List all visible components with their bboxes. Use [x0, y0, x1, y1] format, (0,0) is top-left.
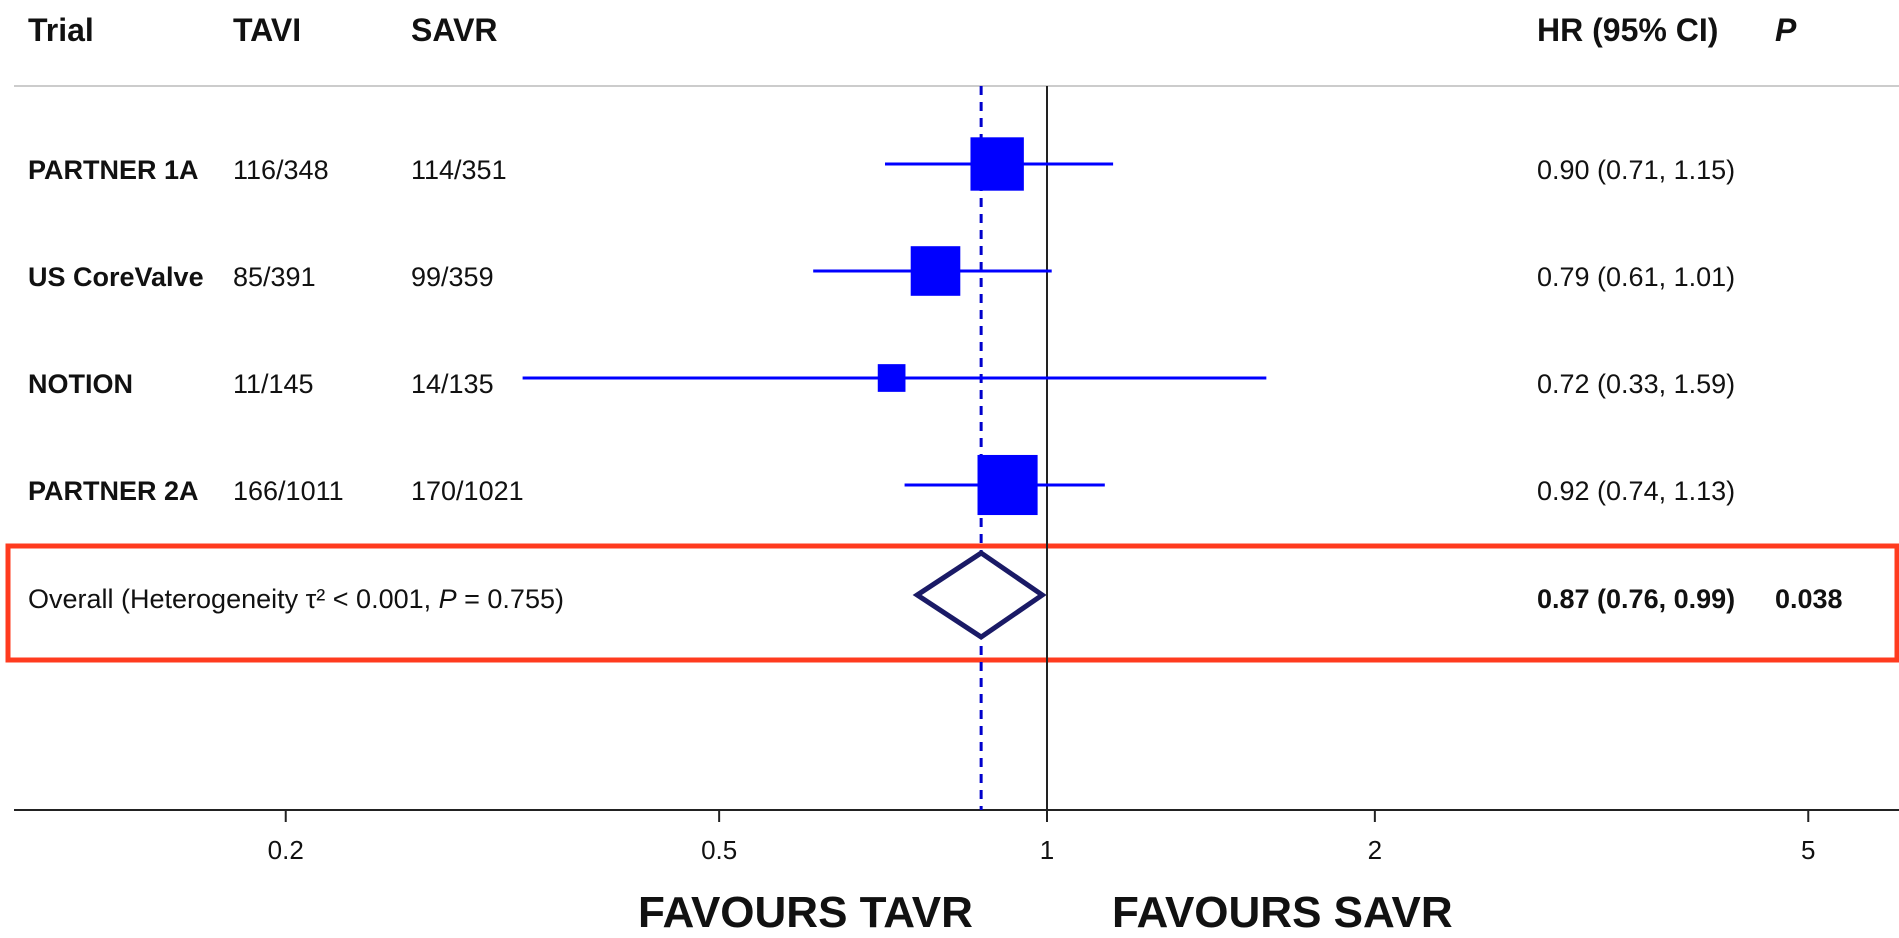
tick-label-1: 0.5 [701, 835, 738, 865]
favours-savr-label: FAVOURS SAVR [1112, 888, 1453, 937]
favours-tavr-label: FAVOURS TAVR [638, 888, 973, 937]
overall-label-prefix: Overall (Heterogeneity τ² < 0.001, [28, 584, 439, 614]
row-2-trial: US CoreValve [28, 262, 204, 292]
overall-label-suffix: = 0.755) [456, 584, 564, 614]
overall-p-value: 0.038 [1775, 584, 1843, 614]
study-marker-1 [970, 137, 1024, 191]
row-4-tavi: 166/1011 [233, 476, 344, 506]
row-1-tavi: 116/348 [233, 155, 329, 185]
overall-label: Overall (Heterogeneity τ² < 0.001, P = 0… [28, 584, 564, 615]
tick-label-0: 0.2 [267, 835, 304, 865]
row-4-trial: PARTNER 2A [28, 476, 199, 506]
header-hr: HR (95% CI) [1537, 12, 1719, 48]
row-2-savr: 99/359 [411, 262, 494, 292]
header-trial: Trial [28, 12, 94, 48]
header-p: P [1775, 12, 1797, 48]
row-2-tavi: 85/391 [233, 262, 316, 292]
study-marker-2 [910, 246, 961, 296]
row-3-tavi: 11/145 [233, 369, 314, 399]
row-3-trial: NOTION [28, 369, 133, 399]
header-tavi: TAVI [233, 12, 302, 48]
tick-label-3: 2 [1367, 835, 1383, 865]
header-savr: SAVR [411, 12, 498, 48]
row-4-hr: 0.92 (0.74, 1.13) [1537, 476, 1736, 506]
row-3-savr: 14/135 [411, 369, 494, 399]
overall-label-p: P [438, 584, 457, 614]
row-1-savr: 114/351 [411, 155, 507, 185]
tick-label-2: 1 [1039, 835, 1055, 865]
tick-label-4: 5 [1801, 835, 1816, 865]
overall-diamond [912, 549, 1047, 641]
study-marker-4 [977, 454, 1038, 516]
overall-hr: 0.87 (0.76, 0.99) [1537, 584, 1736, 614]
row-1-trial: PARTNER 1A [28, 155, 199, 185]
row-1-hr: 0.90 (0.71, 1.15) [1537, 155, 1736, 185]
overall-highlight-box [5, 543, 1899, 663]
row-4-savr: 170/1021 [411, 476, 524, 506]
row-3-hr: 0.72 (0.33, 1.59) [1537, 369, 1736, 399]
study-marker-3 [877, 364, 906, 392]
row-2-hr: 0.79 (0.61, 1.01) [1537, 262, 1736, 292]
